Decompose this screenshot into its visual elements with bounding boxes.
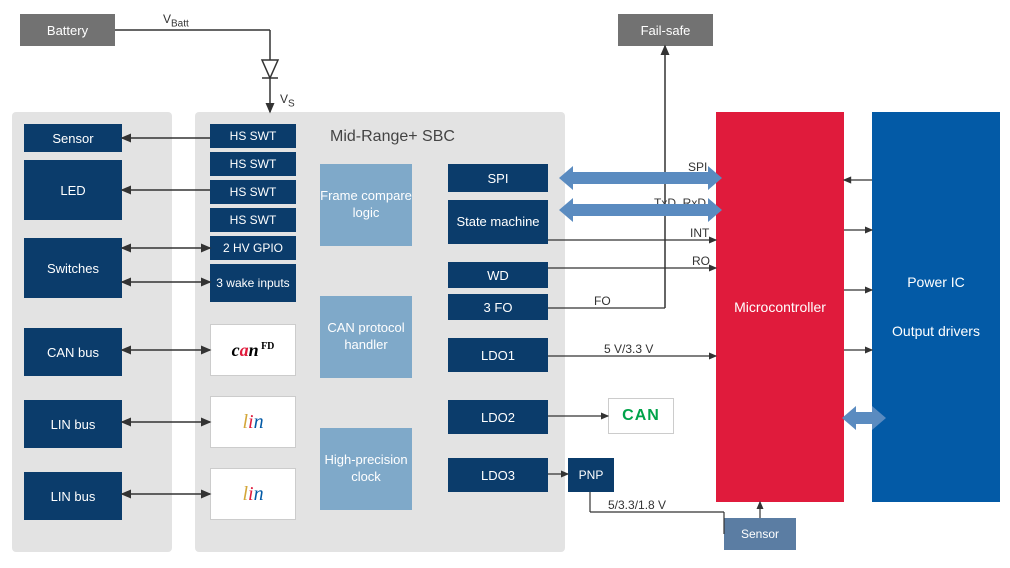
fo-block: 3 FO [448, 294, 548, 320]
can-ext-label: CAN [622, 407, 660, 425]
ldo3-block: LDO3 [448, 458, 548, 492]
failsafe-label: Fail-safe [641, 23, 691, 38]
canfd-logo-box: can FD [210, 324, 296, 376]
mcu-block: Microcontroller [716, 112, 844, 502]
switches-block: Switches [24, 238, 122, 298]
poweric-l1: Power IC [907, 267, 965, 298]
lin1-logo-box: lin [210, 396, 296, 448]
battery-block: Battery [20, 14, 115, 46]
wd-block: WD [448, 262, 548, 288]
sig-v53318: 5/3.3/1.8 V [608, 498, 666, 512]
linbus2-block: LIN bus [24, 472, 122, 520]
spi-block: SPI [448, 164, 548, 192]
sensor-block: Sensor [24, 124, 122, 152]
sbc-title: Mid-Range+ SBC [330, 128, 455, 146]
canhandler: CAN protocol handler [320, 296, 412, 378]
poweric-block: Power IC Output drivers [872, 112, 1000, 502]
canfd-logo: can FD [232, 340, 275, 361]
led-block: LED [24, 160, 122, 220]
hsswt2: HS SWT [210, 152, 296, 176]
hsswt3: HS SWT [210, 180, 296, 204]
pnp-box: PNP [568, 458, 614, 492]
lin2-logo-box: lin [210, 468, 296, 520]
battery-label: Battery [47, 23, 88, 38]
poweric-l2: Output drivers [892, 316, 980, 347]
wakeinputs: 3 wake inputs [210, 264, 296, 302]
statemachine: State machine [448, 200, 548, 244]
vbatt-label: VBatt [163, 12, 189, 29]
sig-fo: FO [594, 294, 611, 308]
lin2-logo: lin [242, 483, 263, 506]
can-ext-box: CAN [608, 398, 674, 434]
sig-v533: 5 V/3.3 V [604, 342, 653, 356]
hvgpio: 2 HV GPIO [210, 236, 296, 260]
sig-spi: SPI [688, 160, 707, 174]
hsswt1: HS SWT [210, 124, 296, 148]
lin1-logo: lin [242, 411, 263, 434]
hsswt4: HS SWT [210, 208, 296, 232]
sig-txdrxd: TxD, RxD [654, 196, 706, 210]
sig-ro: RO [692, 254, 710, 268]
failsafe-block: Fail-safe [618, 14, 713, 46]
ldo1-block: LDO1 [448, 338, 548, 372]
hpclock: High-precision clock [320, 428, 412, 510]
linbus1-block: LIN bus [24, 400, 122, 448]
sig-int: INT [690, 226, 709, 240]
sensor-ext-box: Sensor [724, 518, 796, 550]
vs-label: VS [280, 92, 295, 109]
canbus-block: CAN bus [24, 328, 122, 376]
ldo2-block: LDO2 [448, 400, 548, 434]
framecompare: Frame compare logic [320, 164, 412, 246]
